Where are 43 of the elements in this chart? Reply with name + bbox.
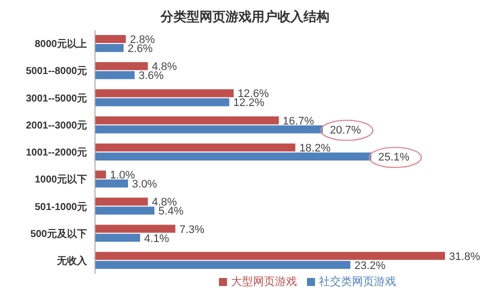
data-label: 3.6% <box>138 70 164 82</box>
bar <box>95 180 128 188</box>
data-label: 2.6% <box>128 43 153 55</box>
bar <box>95 62 148 70</box>
bar <box>95 89 234 98</box>
data-label: 4.1% <box>144 232 170 245</box>
bar <box>95 198 148 206</box>
bar <box>95 143 296 152</box>
bar <box>95 98 230 106</box>
bar <box>95 35 126 43</box>
y-tick-label: 8000元以上 <box>34 38 87 50</box>
y-tick-label: 2001--3000元 <box>26 119 87 132</box>
bar <box>95 260 350 269</box>
data-label: 31.8% <box>449 250 480 263</box>
y-tick-label: 3001--5000元 <box>26 92 87 104</box>
y-tick-label: 无收入 <box>56 254 88 267</box>
data-label: 20.7% <box>330 124 362 136</box>
y-tick-label: 501-1000元 <box>34 200 87 213</box>
bar <box>95 252 445 260</box>
y-tick-label: 1000元以下 <box>34 174 87 186</box>
legend-label: 社交类网页游戏 <box>319 276 396 288</box>
data-label: 5.4% <box>158 206 184 218</box>
bar <box>95 234 140 242</box>
bar <box>95 152 372 160</box>
y-tick-label: 1001--2000元 <box>26 146 87 159</box>
bar <box>95 206 154 215</box>
data-label: 12.2% <box>233 97 265 110</box>
bar <box>95 44 124 52</box>
bar <box>95 116 279 124</box>
y-tick-label: 500元及以下 <box>30 228 87 240</box>
data-label: 7.3% <box>179 224 205 236</box>
data-label: 16.7% <box>282 115 314 128</box>
bar <box>95 125 323 134</box>
data-label: 3.0% <box>132 178 158 191</box>
y-tick-label: 5001--8000元 <box>26 65 87 78</box>
legend-label: 大型网页游戏 <box>231 276 297 288</box>
data-label: 25.1% <box>378 151 410 164</box>
chart-title: 分类型网页游戏用户收入结构 <box>159 8 330 27</box>
data-label: 23.2% <box>354 260 386 272</box>
data-label: 18.2% <box>299 142 331 154</box>
bar <box>95 170 106 179</box>
bar <box>95 224 176 233</box>
bar <box>95 71 135 80</box>
